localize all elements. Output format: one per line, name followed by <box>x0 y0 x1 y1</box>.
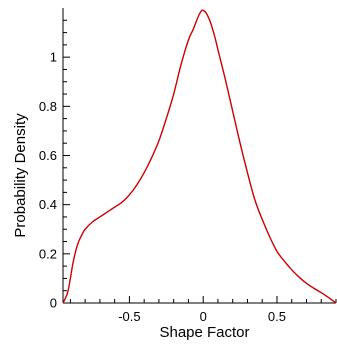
y-tick-label: 0.4 <box>39 197 57 212</box>
density-curve <box>62 9 337 304</box>
series-layer <box>62 9 337 304</box>
y-tick-label: 0.2 <box>39 246 57 261</box>
x-axis-title: Shape Factor <box>159 324 249 341</box>
y-tick-label: 0.6 <box>39 148 57 163</box>
y-tick-label: 0 <box>50 296 57 311</box>
axes <box>62 8 336 304</box>
ticks <box>63 19 337 304</box>
x-tick-label: 0.5 <box>268 309 286 324</box>
x-tick-label: 0 <box>200 309 207 324</box>
tick-labels: 0 0.2 0.4 0.6 0.8 1 -0.5 0 0.5 <box>39 50 286 324</box>
x-tick-label: -0.5 <box>118 309 140 324</box>
y-tick-label: 0.8 <box>39 99 57 114</box>
y-axis-title: Probability Density <box>12 113 29 238</box>
y-tick-label: 1 <box>50 50 57 65</box>
